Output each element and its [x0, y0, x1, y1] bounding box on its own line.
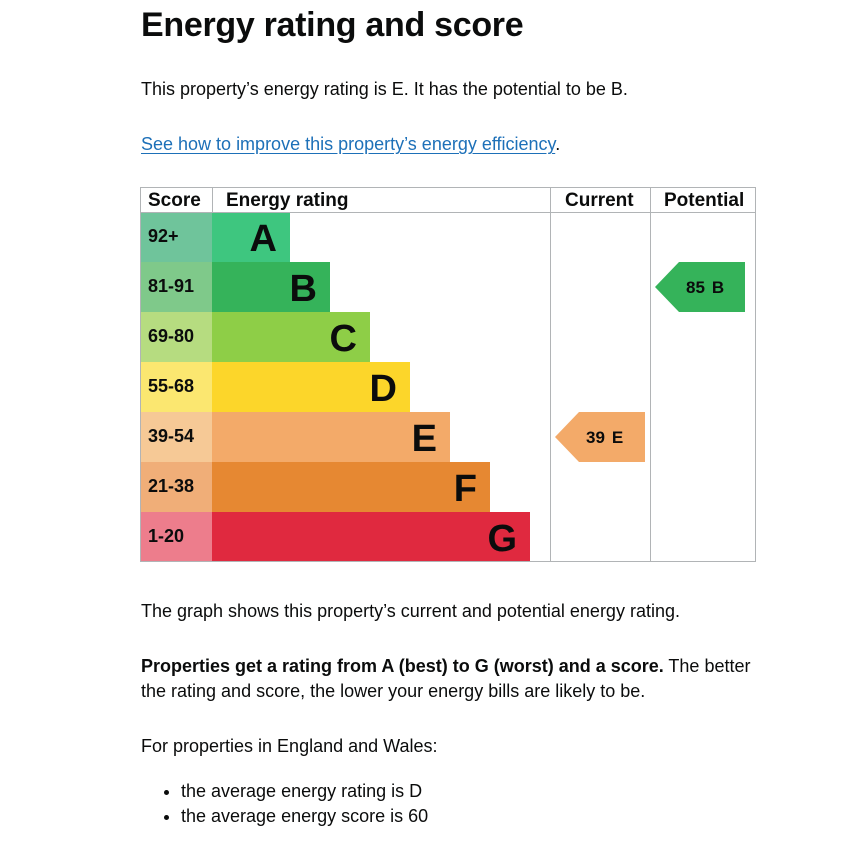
band-score-cell: [140, 362, 212, 412]
intro-text: This property’s energy rating is E. It h…: [141, 79, 628, 99]
list-item: the average energy score is 60: [181, 804, 428, 829]
rating-explanation-line2: the rating and score, the lower your ene…: [141, 681, 646, 701]
chart-frame: [140, 187, 756, 562]
band-range-label: 21-38: [148, 476, 194, 496]
band-letter: C: [330, 318, 357, 360]
averages-list: the average energy rating is D the avera…: [141, 779, 428, 829]
band-c: 69-80 C: [140, 312, 370, 362]
band-score-cell: [140, 312, 212, 362]
band-bar: [212, 462, 490, 512]
improve-paragraph: See how to improve this property’s energ…: [141, 132, 560, 157]
band-bar: [212, 362, 410, 412]
band-bar: [212, 412, 450, 462]
chart-headers: Score Energy rating Current Potential: [148, 190, 744, 211]
potential-rating-marker-score: 85: [686, 278, 705, 297]
rating-explanation-line1: Properties get a rating from A (best) to…: [141, 654, 750, 679]
energy-rating-chart: 92+ A81-91 B69-80 C55-68 D39-54 E21-38 F1-20 G …: [140, 187, 756, 562]
band-score-cell: [140, 462, 212, 512]
band-e: 39-54 E: [140, 412, 450, 462]
page-title: Energy rating and score: [141, 6, 524, 44]
band-letter: A: [250, 218, 277, 260]
improve-efficiency-link[interactable]: See how to improve this property’s energ…: [141, 134, 556, 154]
current-rating-marker-label: 39 E: [586, 428, 623, 447]
energy-rating-header: Energy rating: [226, 190, 348, 211]
band-range-label: 55-68: [148, 376, 194, 396]
band-bar: [212, 212, 290, 262]
potential-header: Potential: [664, 190, 744, 211]
band-letter: E: [412, 418, 437, 460]
band-bar: [212, 512, 530, 562]
rating-explanation-bold: Properties get a rating from A (best) to…: [141, 656, 664, 676]
current-rating-marker-score: 39: [586, 428, 605, 447]
band-range-label: 69-80: [148, 326, 194, 346]
band-score-cell: [140, 212, 212, 262]
band-letter: D: [370, 368, 397, 410]
rating-explanation-rest: The better: [663, 656, 751, 676]
current-header: Current: [565, 190, 634, 211]
band-bar: [212, 312, 370, 362]
potential-rating-marker-letter: B: [712, 278, 724, 297]
band-letter: G: [487, 518, 517, 560]
potential-rating-marker-label: 85 B: [686, 278, 724, 297]
band-f: 21-38 F: [140, 462, 490, 512]
band-range-label: 39-54: [148, 426, 194, 446]
band-range-label: 81-91: [148, 276, 194, 296]
band-range-label: 92+: [148, 226, 179, 246]
current-rating-marker: 39 E: [555, 412, 645, 462]
band-d: 55-68 D: [140, 362, 410, 412]
band-score-cell: [140, 262, 212, 312]
band-a: 92+ A: [140, 212, 290, 262]
band-letter: F: [454, 468, 477, 510]
rating-bands: 92+ A 81-91 B 69-80 C 55-68 D 39-54 E 21-38 F 1-20 G: [140, 212, 530, 562]
band-range-label: 1-20: [148, 526, 184, 546]
current-rating-marker-arrow: [555, 412, 645, 462]
potential-rating-marker: 85 B: [655, 262, 745, 312]
band-bar: [212, 262, 330, 312]
improve-link-suffix: .: [555, 134, 561, 154]
band-score-cell: [140, 412, 212, 462]
list-item: the average energy rating is D: [181, 779, 428, 804]
band-letter: B: [290, 268, 317, 310]
graph-caption: The graph shows this property’s current …: [141, 601, 680, 621]
england-wales-text: For properties in England and Wales:: [141, 736, 438, 756]
current-rating-marker-letter: E: [612, 428, 623, 447]
score-header: Score: [148, 190, 201, 211]
band-score-cell: [140, 512, 212, 562]
band-b: 81-91 B: [140, 262, 330, 312]
rating-markers: 39 E 85 B: [555, 262, 745, 462]
potential-rating-marker-arrow: [655, 262, 745, 312]
band-g: 1-20 G: [140, 512, 530, 562]
